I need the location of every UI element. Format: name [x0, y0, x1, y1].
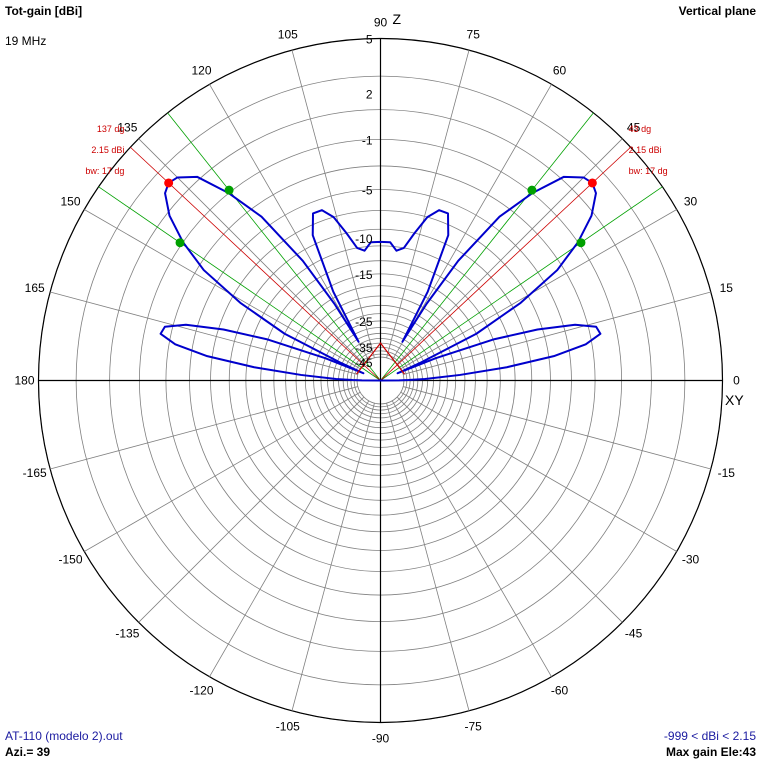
radiation-pattern: [159, 175, 602, 382]
angle-tick-label: -90: [372, 732, 390, 746]
beamwidth-line: [380, 112, 594, 381]
grid-spoke: [391, 84, 552, 361]
frequency-label: 19 MHz: [5, 34, 47, 48]
angle-tick-label: 105: [278, 28, 298, 42]
chart-title: Tot-gain [dBi]: [5, 4, 83, 18]
angle-tick-label: 75: [467, 28, 481, 42]
grid-spoke: [50, 291, 358, 375]
beamwidth-marker: [224, 185, 234, 195]
beamwidth-line: [98, 186, 381, 381]
azimuth-label: Azi.= 39: [5, 745, 51, 759]
grid-spoke: [84, 391, 361, 552]
radial-tick-label: -1: [362, 133, 373, 147]
angle-tick-label: 150: [60, 195, 80, 209]
angle-tick-label: -30: [682, 553, 700, 567]
file-name: AT-110 (modelo 2).out: [5, 729, 123, 743]
beamwidth-marker: [527, 185, 537, 195]
angle-tick-label: -150: [58, 553, 82, 567]
angle-tick-label: -15: [718, 466, 736, 480]
angle-tick-label: -105: [276, 719, 300, 733]
annotation-label: 43 dg: [629, 124, 652, 134]
beam-lines: [98, 112, 663, 381]
angle-tick-label: 120: [191, 64, 211, 78]
angle-tick-label: -165: [23, 466, 47, 480]
max-gain-line: [380, 146, 631, 381]
radial-tick-label: -10: [355, 232, 373, 246]
grid-spoke: [291, 50, 375, 358]
beamwidth-marker: [175, 238, 185, 248]
beamwidth-marker: [576, 238, 586, 248]
low-angle-lobe: [356, 342, 405, 375]
grid-spoke: [209, 84, 370, 361]
grid-spoke: [209, 400, 370, 677]
gain-range: -999 < dBi < 2.15: [663, 729, 756, 743]
annotation-label: bw: 17 dg: [85, 166, 124, 176]
angle-tick-label: -135: [115, 627, 139, 641]
angle-tick-label: -120: [189, 684, 213, 698]
grid-spoke: [403, 291, 711, 375]
grid-spoke: [138, 138, 365, 365]
radial-tick-label: 2: [366, 87, 373, 101]
z-axis-label: Z: [393, 11, 402, 27]
grid-spoke: [84, 209, 361, 370]
angle-tick-label: 60: [553, 64, 567, 78]
pattern-markers: [164, 178, 597, 248]
beamwidth-line: [380, 186, 663, 381]
angle-tick-label: 135: [117, 120, 137, 134]
radial-tick-label: -15: [355, 268, 373, 282]
grid-spoke: [386, 403, 470, 711]
pattern-series: [159, 175, 602, 382]
polar-grid: [37, 37, 724, 724]
annotation-label: 2.15 dBi: [629, 145, 662, 155]
radial-tick-label: -45: [355, 356, 373, 370]
grid-spoke: [50, 386, 358, 470]
angle-tick-label: 0: [733, 374, 740, 388]
grid-spoke: [138, 396, 365, 623]
angle-tick-label: -75: [465, 719, 483, 733]
annotation-label: bw: 17 dg: [629, 166, 668, 176]
radial-tick-label: -35: [355, 341, 373, 355]
annotation-label: 2.15 dBi: [91, 145, 124, 155]
angle-tick-label: 30: [684, 195, 698, 209]
grid-spoke: [396, 138, 623, 365]
angle-tick-label: -45: [625, 627, 643, 641]
grid-spoke: [386, 50, 470, 358]
angle-tick-label: 90: [374, 16, 388, 30]
grid-spoke: [403, 386, 711, 470]
max-gain-line: [130, 146, 381, 381]
xy-axis-label: XY: [725, 392, 744, 408]
annotation-label: 137 dg: [97, 124, 125, 134]
plane-label: Vertical plane: [678, 4, 756, 18]
angle-tick-label: 180: [14, 374, 34, 388]
radial-tick-label: -25: [355, 315, 373, 329]
grid-spoke: [391, 400, 552, 677]
max-gain-marker: [587, 178, 597, 188]
angle-tick-label: 15: [720, 281, 734, 295]
angle-tick-label: 45: [627, 120, 641, 134]
max-gain-label: Max gain Ele:43: [665, 745, 756, 759]
grid-spoke: [400, 209, 677, 370]
grid-spoke: [396, 396, 623, 623]
plot-labels: 0 15 30 45 60 75 90 105 120 135 150 165 180 -165 -150 -…: [14, 11, 744, 746]
grid-spoke: [400, 391, 677, 552]
beamwidth-line: [167, 112, 381, 381]
angle-tick-label: -60: [551, 684, 569, 698]
radial-tick-label: -5: [362, 184, 373, 198]
radial-tick-label: 5: [366, 33, 373, 47]
angle-tick-label: 165: [25, 281, 45, 295]
grid-spoke: [291, 403, 375, 711]
max-gain-marker: [164, 178, 174, 188]
